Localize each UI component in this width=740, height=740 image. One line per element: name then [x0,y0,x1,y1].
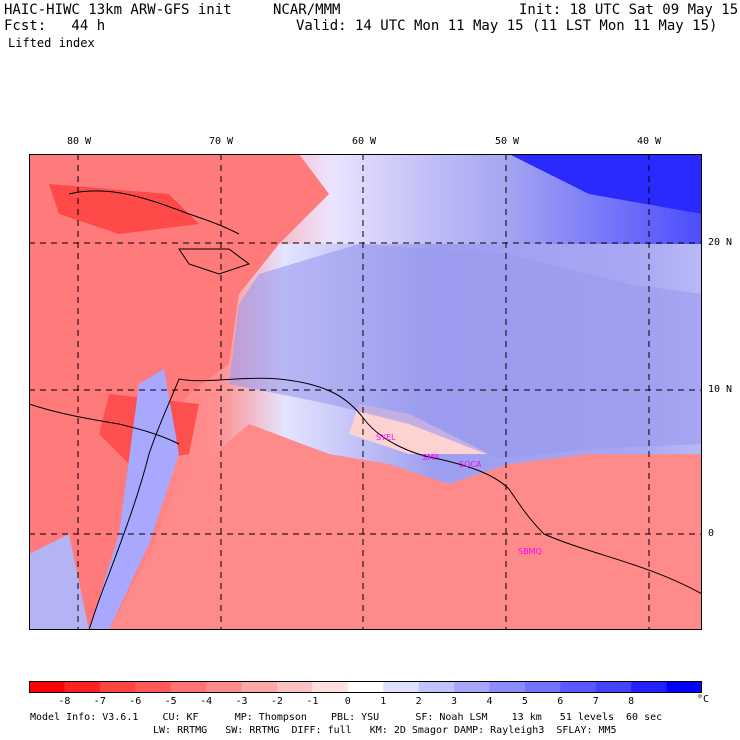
forecast-hour: Fcst: 44 h [4,18,106,34]
coastlines [29,190,702,630]
colorbar-swatch [347,681,384,693]
colorbar-swatch [418,681,455,693]
colorbar-tick-label: 3 [451,696,458,707]
colorbar-tick-label: -1 [306,696,319,707]
colorbar-tick-label: 8 [628,696,635,707]
colorbar-swatch [560,681,597,693]
colorbar-tick-label: 6 [557,696,564,707]
station-sbmq: SBMQ [518,547,542,556]
model-title: HAIC-HIWC 13km ARW-GFS init [4,2,232,18]
colorbar-tick-label: 1 [380,696,387,707]
lon-label-60w: 60 W [352,136,377,147]
init-time: Init: 18 UTC Sat 09 May 15 [519,2,739,18]
colorbar-swatch [383,681,420,693]
colorbar-tick-label: 2 [415,696,422,707]
blue-zone-atlantic [229,244,702,459]
colorbar-frame [29,681,702,693]
map-frame [29,154,702,630]
station-syel: SYEL [376,433,396,442]
colorbar-tick-label: -3 [235,696,248,707]
blue-zone-southwest [29,534,89,630]
lat-label-0: 0 [708,528,715,539]
colorbar-swatch [241,681,278,693]
colorbar [29,681,702,693]
colorbar-tick-label: -4 [200,696,213,707]
colorbar-swatch [312,681,349,693]
colorbar-swatch [595,681,632,693]
coast-central-america [29,403,180,445]
colorbar-swatch [454,681,490,693]
colorbar-unit: °C [697,694,710,705]
coast-cuba [68,190,240,235]
coast-south-america-west [88,378,180,630]
red-core-cuba [49,184,199,234]
station-smp: SMP [422,453,439,462]
field-name: Lifted index [8,36,95,50]
colorbar-swatch [276,681,313,693]
colorbar-tick-label: -2 [270,696,283,707]
colorbar-tick-label: 5 [521,696,528,707]
colorbar-swatch [135,681,172,693]
lifted-index-map: SYEL SMP SOCA SBMQ [29,154,702,630]
coast-hispaniola [178,248,251,275]
colorbar-tick-label: -8 [58,696,71,707]
footer-model-info: Model Info: V3.6.1 CU: KF MP: Thompson P… [30,712,663,723]
colorbar-swatch [206,681,243,693]
colorbar-swatch [29,681,65,693]
colorbar-swatch [524,681,561,693]
colorbar-swatch [631,681,668,693]
colorbar-tick-label: 0 [344,696,351,707]
red-zone-south-america [109,424,702,630]
lon-label-50w: 50 W [495,136,520,147]
coast-south-america-north [178,377,702,595]
colorbar-swatch [170,681,207,693]
footer-physics: LW: RRTMG SW: RRTMG DIFF: full KM: 2D Sm… [153,725,617,736]
lat-lon-grid [29,154,702,630]
lat-label-10n: 10 N [708,384,733,395]
lon-label-80w: 80 W [67,136,92,147]
colorbar-swatch [666,681,702,693]
lon-label-40w: 40 W [637,136,662,147]
colorbar-swatch [64,681,101,693]
colorbar-tick-label: -6 [129,696,142,707]
colorbar-tick-label: 4 [486,696,493,707]
colorbar-tick-label: -7 [93,696,106,707]
lon-label-70w: 70 W [209,136,234,147]
colorbar-tick-label: -5 [164,696,177,707]
station-soca: SOCA [459,460,482,469]
blue-core-northeast [509,154,702,214]
colorbar-swatch [489,681,526,693]
colorbar-swatch [99,681,136,693]
org-label: NCAR/MMM [273,2,341,18]
lat-label-20n: 20 N [708,237,733,248]
valid-time: Valid: 14 UTC Mon 11 May 15 (11 LST Mon … [296,18,718,34]
red-zone-caribbean [29,154,329,630]
colorbar-tick-label: 7 [592,696,599,707]
